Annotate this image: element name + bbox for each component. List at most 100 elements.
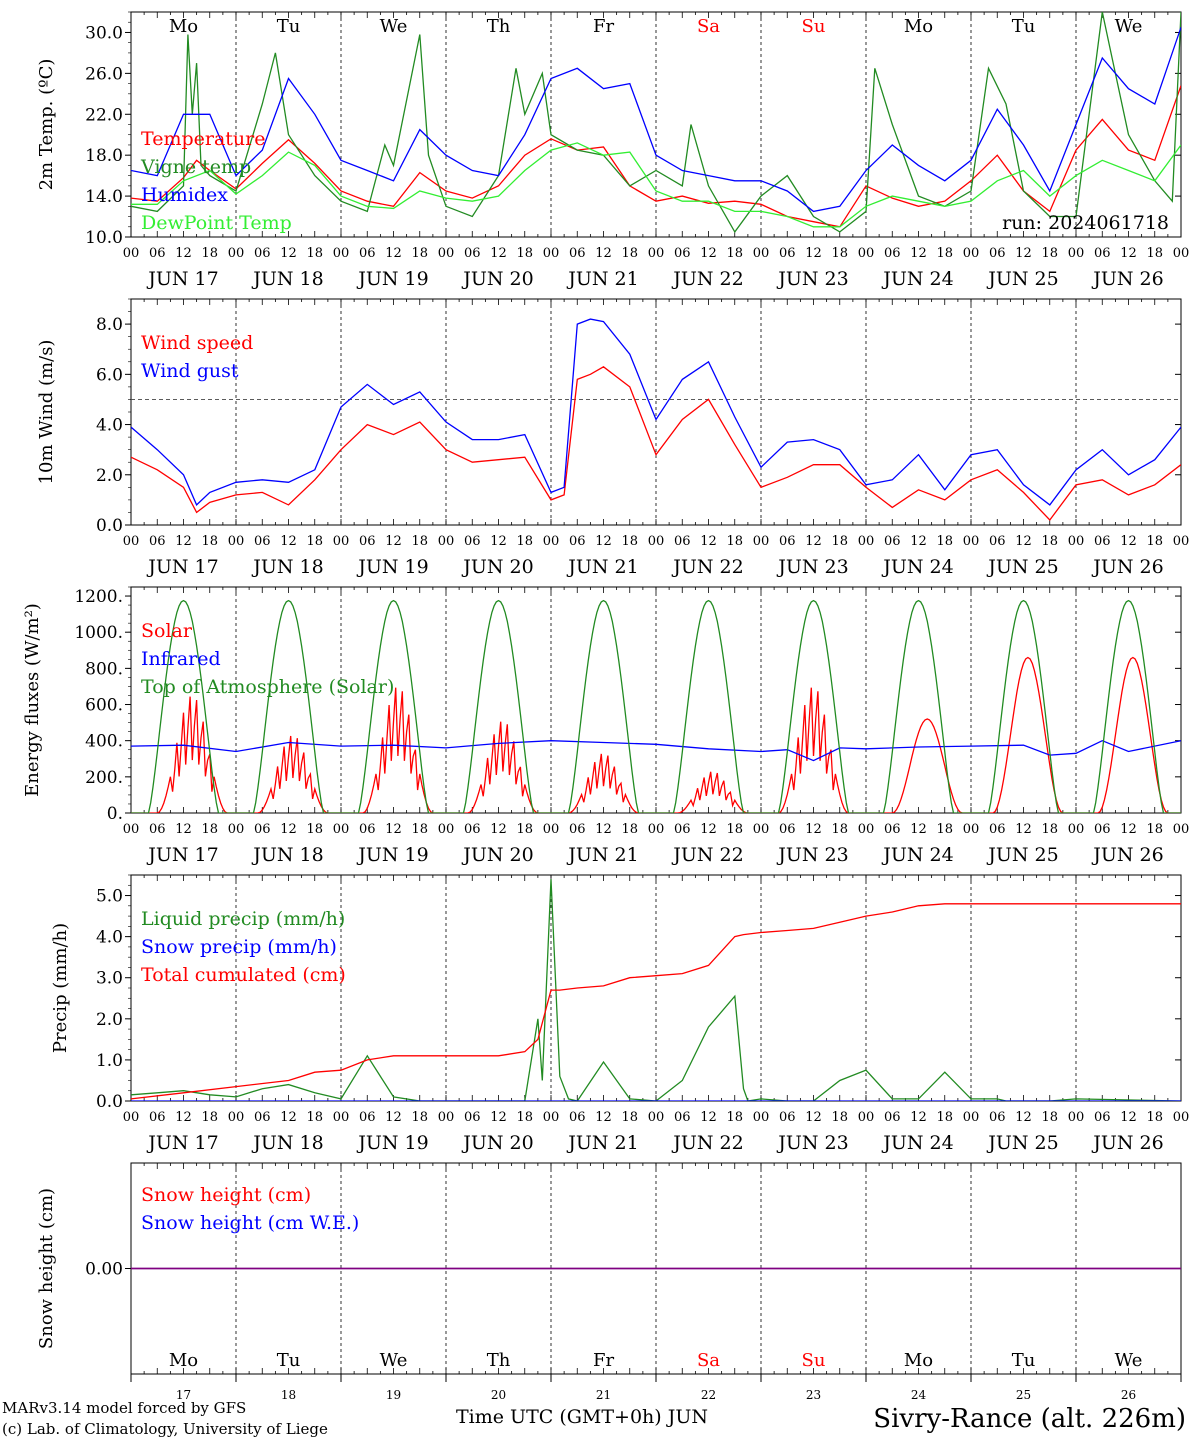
wind-x-hour-label: 18	[201, 534, 218, 549]
temp-x-hour-label: 00	[123, 246, 140, 261]
temp-x-hour-label: 18	[936, 246, 953, 261]
temp-x-hour-label: 12	[385, 246, 402, 261]
temp-weekday-label: Su	[802, 16, 826, 37]
wind-x-hour-label: 06	[149, 534, 166, 549]
precip-x-hour-label: 18	[831, 1110, 848, 1125]
temp-legend-humidex: Humidex	[141, 184, 228, 206]
temp-x-hour-label: 18	[1146, 246, 1163, 261]
temp-x-hour-label: 06	[779, 246, 796, 261]
snow-weekday-label: Mo	[904, 1350, 933, 1371]
wind-x-hour-label: 06	[674, 534, 691, 549]
wind-x-date-label: JUN 19	[356, 556, 428, 578]
energy-x-hour-label: 18	[306, 822, 323, 837]
snow-day-number: 17	[176, 1388, 191, 1402]
precip-y-tick-label: 1.0	[96, 1051, 123, 1071]
energy-x-hour-label: 12	[700, 822, 717, 837]
snow-day-number: 22	[701, 1388, 716, 1402]
snow-day-number: 21	[596, 1388, 611, 1402]
temp-x-date-label: JUN 20	[461, 268, 533, 290]
energy-y-tick-label: 1200.	[74, 587, 123, 607]
energy-x-hour-label: 12	[1120, 822, 1137, 837]
temp-x-hour-label: 00	[1173, 246, 1190, 261]
wind-x-hour-label: 12	[175, 534, 192, 549]
wind-x-date-label: JUN 25	[986, 556, 1058, 578]
wind-x-hour-label: 12	[385, 534, 402, 549]
lab-credit: (c) Lab. of Climatology, University of L…	[2, 1420, 328, 1438]
precip-x-hour-label: 18	[1041, 1110, 1058, 1125]
energy-x-date-label: JUN 26	[1091, 844, 1163, 866]
temp-x-hour-label: 18	[201, 246, 218, 261]
snow-day-number: 23	[806, 1388, 821, 1402]
precip-x-hour-label: 18	[936, 1110, 953, 1125]
precip-y-tick-label: 0.0	[96, 1092, 123, 1112]
temp-y-tick-label: 26.0	[85, 64, 123, 84]
snow-weekday-label: Th	[487, 1350, 511, 1371]
temp-legend-temperature: Temperature	[141, 128, 265, 150]
snow-legend-snow-height-cm: Snow height (cm)	[141, 1184, 311, 1206]
precip-series-liquid-precip-mm-h	[131, 879, 1181, 1101]
wind-x-date-label: JUN 18	[251, 556, 323, 578]
wind-y-tick-label: 0.0	[96, 516, 123, 536]
energy-x-hour-label: 06	[989, 822, 1006, 837]
precip-x-date-label: JUN 21	[566, 1132, 638, 1154]
temp-x-hour-label: 06	[674, 246, 691, 261]
energy-x-hour-label: 06	[779, 822, 796, 837]
wind-x-hour-label: 12	[805, 534, 822, 549]
precip-x-hour-label: 00	[438, 1110, 455, 1125]
energy-x-date-label: JUN 24	[881, 844, 953, 866]
wind-y-axis-label: 10m Wind (m/s)	[36, 340, 57, 485]
energy-x-hour-label: 00	[753, 822, 770, 837]
wind-x-hour-label: 18	[516, 534, 533, 549]
wind-x-hour-label: 00	[963, 534, 980, 549]
snow-day-number: 24	[911, 1388, 927, 1402]
wind-series-wind-gust	[131, 318, 1181, 507]
precip-x-hour-label: 12	[385, 1110, 402, 1125]
temp-x-hour-label: 12	[910, 246, 927, 261]
temp-x-date-label: JUN 26	[1091, 268, 1163, 290]
snow-legend-snow-height-cm-w-e: Snow height (cm W.E.)	[141, 1212, 359, 1234]
temp-x-hour-label: 00	[963, 246, 980, 261]
temp-y-tick-label: 30.0	[85, 23, 123, 43]
precip-x-hour-label: 06	[464, 1110, 481, 1125]
temp-y-tick-label: 18.0	[85, 146, 123, 166]
temp-x-hour-label: 12	[175, 246, 192, 261]
energy-x-hour-label: 06	[254, 822, 271, 837]
wind-x-hour-label: 18	[936, 534, 953, 549]
wind-x-hour-label: 00	[543, 534, 560, 549]
temp-x-hour-label: 06	[1094, 246, 1111, 261]
snow-y-axis-label: Snow height (cm)	[36, 1188, 57, 1349]
wind-y-tick-label: 2.0	[96, 466, 123, 486]
wind-x-hour-label: 06	[989, 534, 1006, 549]
precip-y-axis-label: Precip (mm/h)	[50, 923, 71, 1053]
wind-x-hour-label: 18	[831, 534, 848, 549]
precip-x-hour-label: 12	[1015, 1110, 1032, 1125]
wind-x-hour-label: 12	[700, 534, 717, 549]
wind-x-hour-label: 12	[280, 534, 297, 549]
precip-x-hour-label: 06	[149, 1110, 166, 1125]
wind-y-tick-label: 6.0	[96, 365, 123, 385]
wind-x-hour-label: 12	[910, 534, 927, 549]
temp-y-tick-label: 22.0	[85, 105, 123, 125]
snow-weekday-label: We	[1115, 1350, 1143, 1371]
temp-series-dewpoint-temp	[131, 142, 1181, 228]
precip-x-date-label: JUN 17	[146, 1132, 218, 1154]
precip-x-hour-label: 06	[359, 1110, 376, 1125]
precip-x-hour-label: 06	[884, 1110, 901, 1125]
precip-x-hour-label: 12	[805, 1110, 822, 1125]
wind-x-hour-label: 00	[648, 534, 665, 549]
precip-x-hour-label: 12	[595, 1110, 612, 1125]
temp-weekday-label: We	[380, 16, 408, 37]
snow-weekday-label: Tu	[1012, 1350, 1036, 1371]
energy-x-hour-label: 18	[201, 822, 218, 837]
temp-x-hour-label: 18	[411, 246, 428, 261]
temp-x-date-label: JUN 23	[776, 268, 848, 290]
temp-y-axis-label: 2m Temp. (ºC)	[36, 59, 57, 191]
precip-x-hour-label: 12	[280, 1110, 297, 1125]
energy-x-hour-label: 06	[674, 822, 691, 837]
precip-x-hour-label: 00	[648, 1110, 665, 1125]
energy-x-date-label: JUN 20	[461, 844, 533, 866]
energy-x-date-label: JUN 22	[671, 844, 743, 866]
wind-x-date-label: JUN 26	[1091, 556, 1163, 578]
precip-x-date-label: JUN 20	[461, 1132, 533, 1154]
